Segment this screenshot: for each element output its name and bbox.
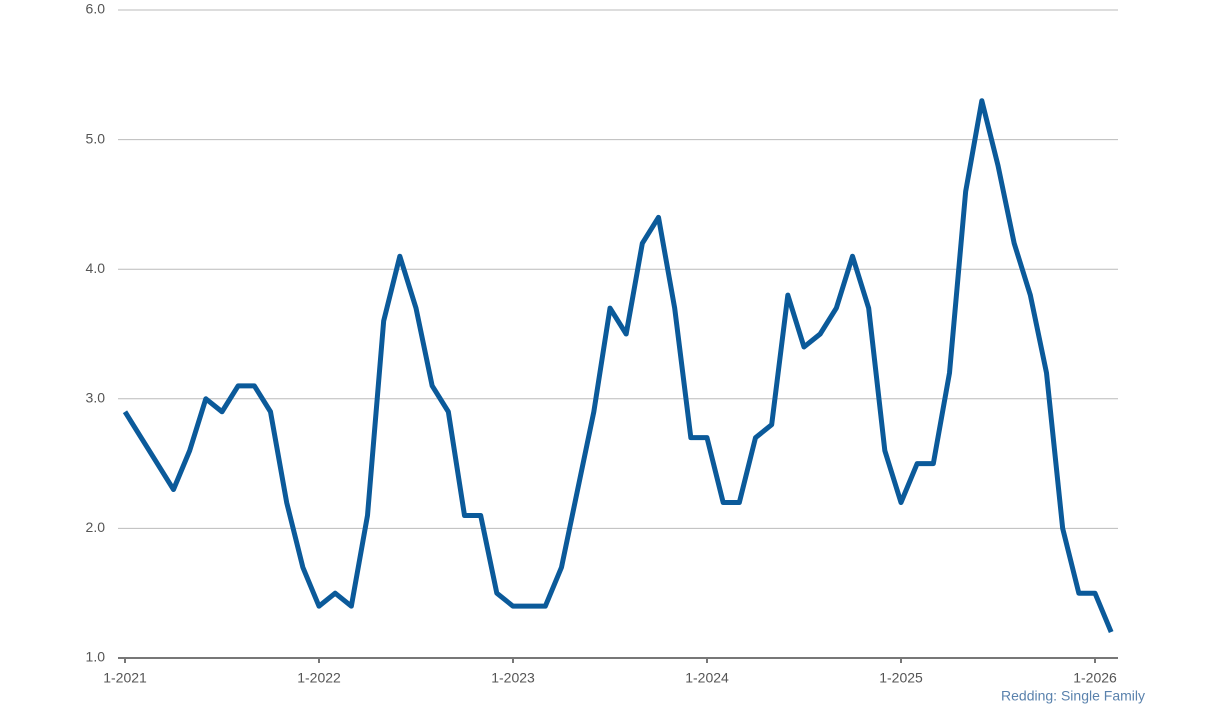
x-tick-label: 1-2021 xyxy=(103,670,147,686)
legend-label: Redding: Single Family xyxy=(1001,688,1145,704)
y-tick-label: 2.0 xyxy=(86,519,106,535)
y-tick-label: 6.0 xyxy=(86,1,106,17)
x-tick-label: 1-2022 xyxy=(297,670,341,686)
x-tick-label: 1-2023 xyxy=(491,670,535,686)
y-tick-label: 1.0 xyxy=(86,649,106,665)
x-tick-label: 1-2024 xyxy=(685,670,729,686)
x-tick-label: 1-2026 xyxy=(1073,670,1117,686)
x-tick-label: 1-2025 xyxy=(879,670,923,686)
y-tick-label: 3.0 xyxy=(86,390,106,406)
y-tick-label: 4.0 xyxy=(86,260,106,276)
y-tick-label: 5.0 xyxy=(86,130,106,146)
line xyxy=(122,98,1114,634)
